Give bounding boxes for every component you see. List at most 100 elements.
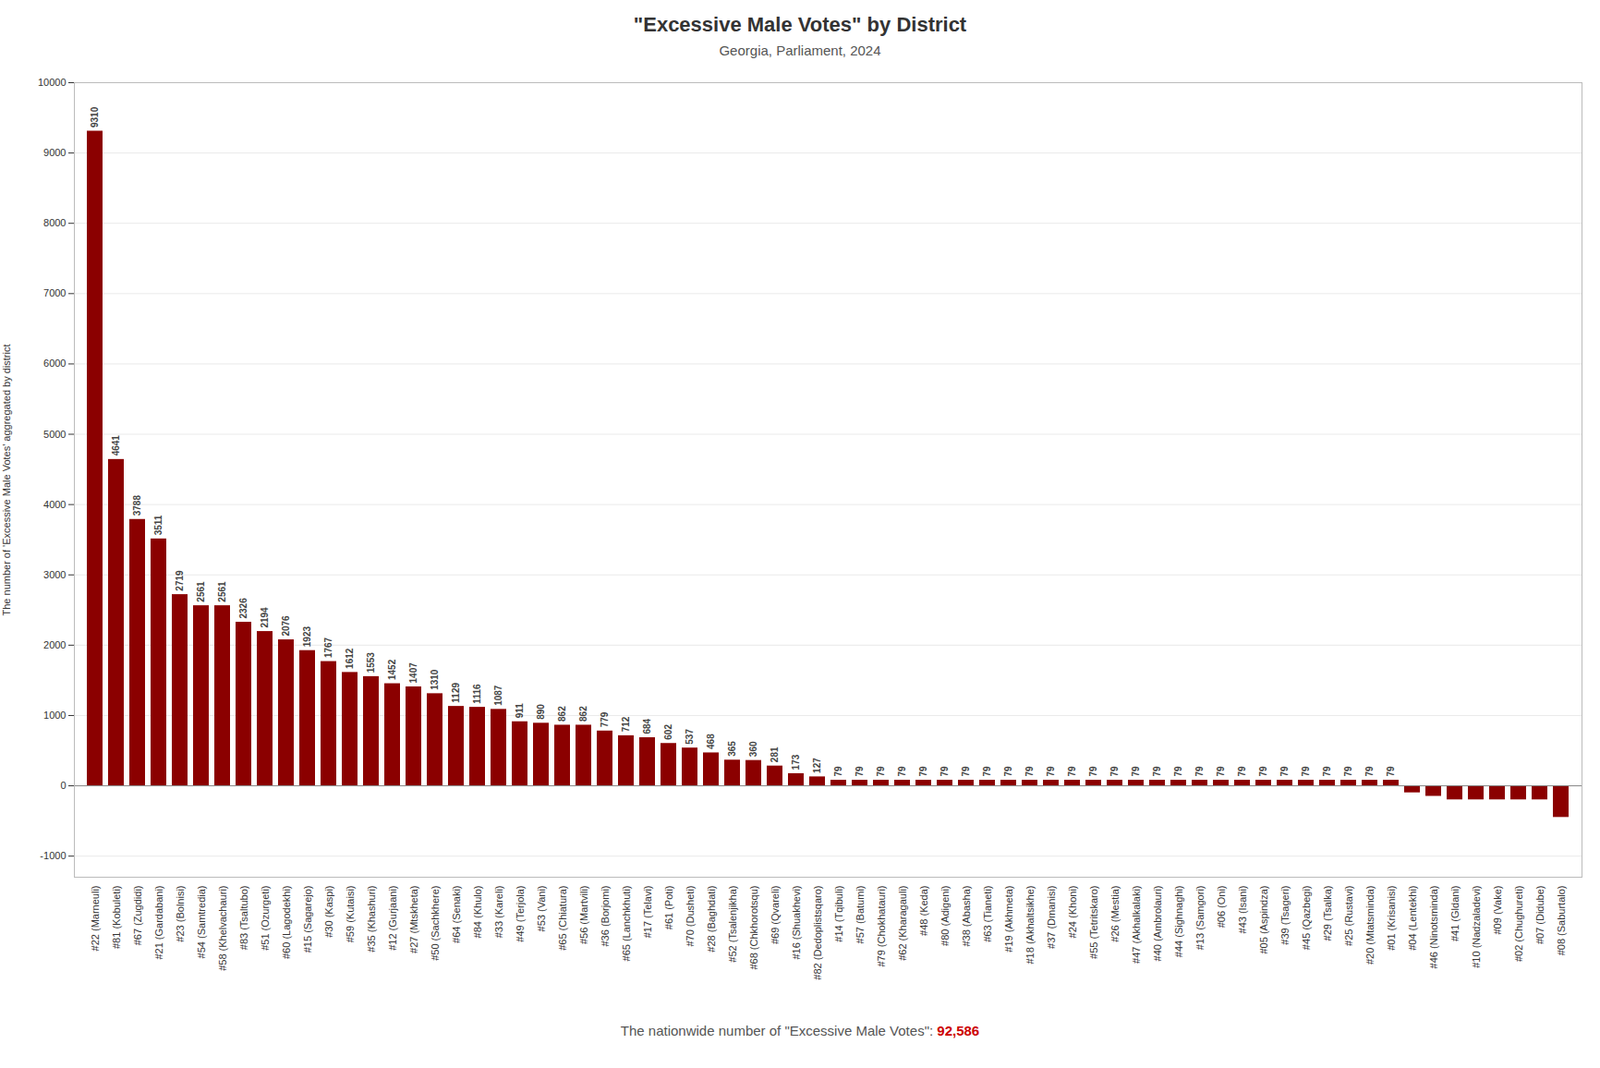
svg-text:79: 79 — [918, 765, 929, 777]
svg-text:#38 (Abasha): #38 (Abasha) — [960, 885, 972, 947]
svg-text:#62 (Kharagauli): #62 (Kharagauli) — [896, 885, 909, 961]
svg-text:#40 (Ambrolauri): #40 (Ambrolauri) — [1151, 885, 1164, 962]
svg-text:#80 (Adigeni): #80 (Adigeni) — [939, 885, 951, 946]
svg-text:862: 862 — [557, 705, 568, 722]
svg-text:4000: 4000 — [43, 498, 66, 510]
svg-text:#65 (Chiatura): #65 (Chiatura) — [557, 885, 569, 951]
svg-text:The number of 'Excessive Male: The number of 'Excessive Male Votes' agg… — [0, 343, 13, 616]
svg-text:3511: 3511 — [153, 514, 164, 535]
svg-text:79: 79 — [833, 765, 844, 777]
svg-text:365: 365 — [727, 740, 738, 757]
svg-text:79: 79 — [1066, 765, 1078, 777]
svg-text:#10 (Nadzaladevi): #10 (Nadzaladevi) — [1470, 885, 1482, 969]
svg-text:79: 79 — [1321, 765, 1333, 777]
svg-text:5000: 5000 — [43, 428, 66, 440]
svg-text:8000: 8000 — [43, 217, 66, 229]
svg-text:79: 79 — [1236, 765, 1248, 777]
svg-text:79: 79 — [1151, 765, 1163, 777]
svg-text:468: 468 — [705, 733, 716, 750]
svg-text:10000: 10000 — [37, 76, 67, 88]
svg-text:2561: 2561 — [217, 581, 228, 603]
svg-text:#54 (Samtredia): #54 (Samtredia) — [195, 885, 207, 959]
svg-text:#27 (Mtskheta): #27 (Mtskheta) — [408, 885, 420, 954]
svg-text:79: 79 — [1130, 765, 1141, 777]
svg-text:79: 79 — [1045, 765, 1056, 777]
svg-text:#06 (Oni): #06 (Oni) — [1215, 885, 1227, 929]
svg-text:#67 (Zugdidi): #67 (Zugdidi) — [132, 885, 144, 946]
svg-text:#57 (Batumi): #57 (Batumi) — [854, 885, 866, 945]
svg-text:-1000: -1000 — [39, 849, 66, 861]
svg-text:#26 (Mestia): #26 (Mestia) — [1109, 885, 1121, 943]
svg-text:#46 (Ninotsminda): #46 (Ninotsminda) — [1428, 885, 1440, 970]
svg-text:#28 (Baghdati): #28 (Baghdati) — [705, 885, 717, 953]
svg-text:#48 (Keda): #48 (Keda) — [918, 885, 930, 936]
svg-text:#63 (Tianeti): #63 (Tianeti) — [981, 885, 994, 943]
svg-text:#04 (Lentekhi): #04 (Lentekhi) — [1406, 885, 1419, 951]
svg-text:9000: 9000 — [43, 146, 66, 158]
svg-text:1087: 1087 — [493, 684, 504, 706]
svg-text:2326: 2326 — [238, 597, 249, 619]
svg-text:#81 (Kobuleti): #81 (Kobuleti) — [110, 885, 122, 950]
svg-text:1407: 1407 — [408, 662, 419, 684]
svg-text:1767: 1767 — [323, 636, 334, 658]
svg-text:602: 602 — [663, 724, 674, 740]
svg-text:2000: 2000 — [43, 639, 66, 651]
svg-text:#65 (Lanchkhuti): #65 (Lanchkhuti) — [620, 885, 632, 962]
svg-text:#52 (Tsalenjikha): #52 (Tsalenjikha) — [727, 885, 739, 963]
svg-text:#25 (Rustavi): #25 (Rustavi) — [1343, 885, 1355, 946]
svg-text:#17 (Telavi): #17 (Telavi) — [642, 885, 654, 939]
svg-text:#59 (Kutaisi): #59 (Kutaisi) — [344, 885, 356, 944]
svg-text:911: 911 — [514, 703, 525, 719]
svg-text:2076: 2076 — [280, 615, 291, 637]
svg-text:79: 79 — [1300, 765, 1311, 777]
svg-text:3788: 3788 — [132, 495, 143, 517]
svg-text:#69 (Qvareli): #69 (Qvareli) — [769, 885, 781, 946]
svg-text:#33 (Kareli): #33 (Kareli) — [493, 885, 505, 939]
svg-text:#43 (Isani): #43 (Isani) — [1236, 885, 1249, 934]
svg-text:#44 (Sighnaghi): #44 (Sighnaghi) — [1173, 885, 1185, 958]
svg-text:79: 79 — [1173, 765, 1184, 777]
svg-text:#15 (Sagarejo): #15 (Sagarejo) — [302, 885, 314, 954]
svg-text:#22 (Marneuli): #22 (Marneuli) — [89, 885, 101, 952]
svg-text:#50 (Sachkhere): #50 (Sachkhere) — [429, 885, 441, 961]
svg-text:#24 (Khoni): #24 (Khoni) — [1066, 885, 1079, 939]
svg-text:#20 (Mtatsminda): #20 (Mtatsminda) — [1364, 885, 1376, 966]
svg-text:779: 779 — [599, 711, 610, 728]
svg-text:#55 (Tetritskaro): #55 (Tetritskaro) — [1088, 885, 1100, 959]
svg-text:#09 (Vake): #09 (Vake) — [1491, 885, 1504, 935]
svg-text:360: 360 — [748, 740, 759, 757]
svg-text:#64 (Senaki): #64 (Senaki) — [450, 885, 462, 944]
svg-text:1452: 1452 — [387, 658, 398, 680]
svg-text:79: 79 — [1215, 765, 1226, 777]
svg-text:#01 (Krisanisi): #01 (Krisanisi) — [1385, 885, 1397, 951]
svg-text:79: 79 — [875, 765, 886, 777]
svg-text:684: 684 — [642, 717, 653, 734]
svg-text:1310: 1310 — [429, 668, 440, 691]
svg-text:#36 (Borjomi): #36 (Borjomi) — [599, 885, 611, 947]
svg-text:79: 79 — [1385, 765, 1396, 777]
svg-text:3000: 3000 — [43, 569, 66, 581]
svg-text:890: 890 — [535, 703, 546, 720]
svg-text:#16 (Shuakhevi): #16 (Shuakhevi) — [790, 885, 802, 960]
svg-text:#23 (Bolnisi): #23 (Bolnisi) — [174, 885, 186, 943]
svg-text:79: 79 — [854, 765, 865, 777]
svg-text:1553: 1553 — [365, 652, 376, 674]
svg-text:2719: 2719 — [174, 569, 185, 592]
svg-text:6000: 6000 — [43, 357, 66, 369]
svg-text:#60 (Lagodekhi): #60 (Lagodekhi) — [280, 885, 292, 960]
svg-text:1612: 1612 — [344, 647, 355, 669]
svg-text:#18 (Akhaltsikhe): #18 (Akhaltsikhe) — [1024, 885, 1036, 965]
svg-text:7000: 7000 — [43, 287, 66, 299]
svg-text:79: 79 — [1258, 765, 1269, 777]
svg-text:173: 173 — [790, 753, 801, 770]
svg-text:79: 79 — [1024, 765, 1035, 777]
svg-text:2194: 2194 — [259, 606, 270, 629]
svg-text:#14 (Tqibuli): #14 (Tqibuli) — [833, 885, 845, 943]
svg-text:79: 79 — [1088, 765, 1099, 777]
svg-text:#49 (Terjola): #49 (Terjola) — [514, 885, 526, 943]
svg-text:#79 (Chokhatauri): #79 (Chokhatauri) — [875, 885, 887, 968]
svg-text:127: 127 — [812, 757, 823, 774]
svg-text:#84 (Khulo): #84 (Khulo) — [472, 885, 484, 939]
svg-text:#41 (Gldani): #41 (Gldani) — [1449, 885, 1461, 943]
svg-text:#61 (Poti): #61 (Poti) — [663, 885, 675, 931]
